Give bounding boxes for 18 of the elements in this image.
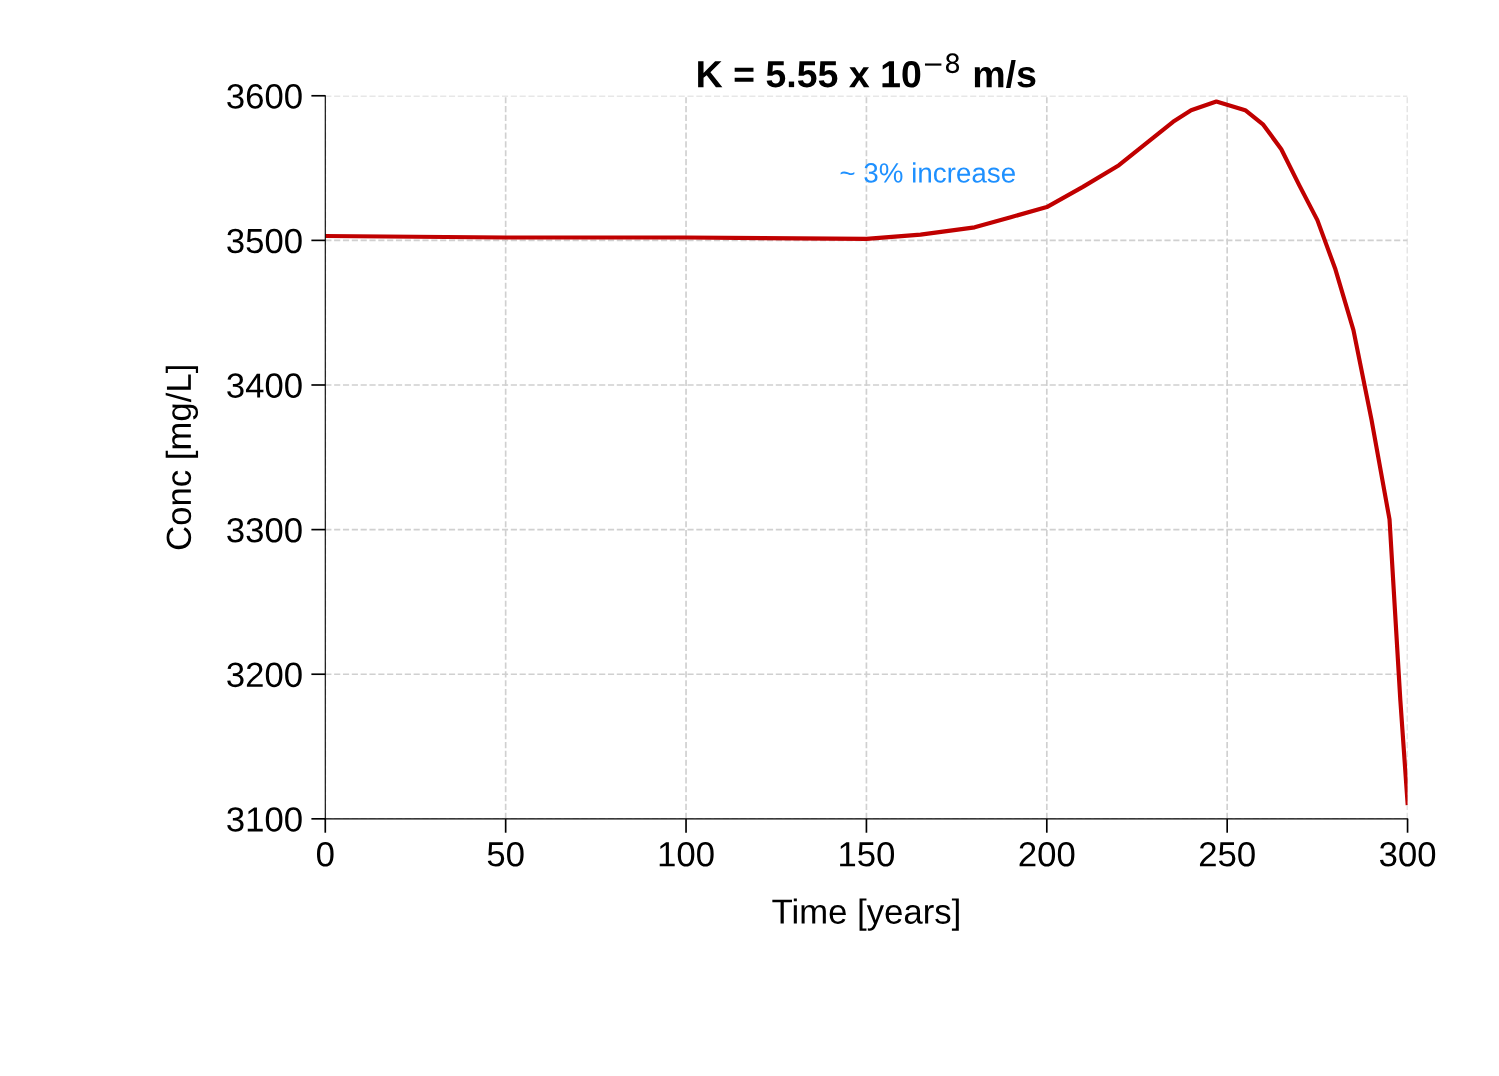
x-axis-title: Time [years] [772, 898, 959, 931]
x-tick-label: 250 [1199, 841, 1255, 867]
x-tick-label: 50 [487, 841, 524, 867]
y-tick-label: 3300 [227, 517, 302, 543]
y-tick-label: 3600 [227, 84, 302, 109]
y-tick-label: 3200 [227, 662, 302, 688]
x-tick-label: 150 [840, 841, 895, 867]
annotation: ~ 3% increase [840, 162, 1015, 183]
line-series [325, 99, 1408, 806]
y-tick-label: 3400 [227, 373, 302, 398]
x-tick-label: 300 [1379, 841, 1436, 867]
chart-title: K = 5.55 x 10$^{−8}$ m/s [698, 53, 1036, 88]
y-axis-title: Conc [mg/L] [165, 366, 199, 550]
x-tick-label: 200 [1019, 841, 1075, 867]
y-tick-label: 3500 [227, 228, 302, 254]
x-tick-label: 0 [316, 841, 334, 867]
x-tick-label: 100 [659, 841, 714, 867]
y-tick-label: 3100 [227, 807, 302, 832]
